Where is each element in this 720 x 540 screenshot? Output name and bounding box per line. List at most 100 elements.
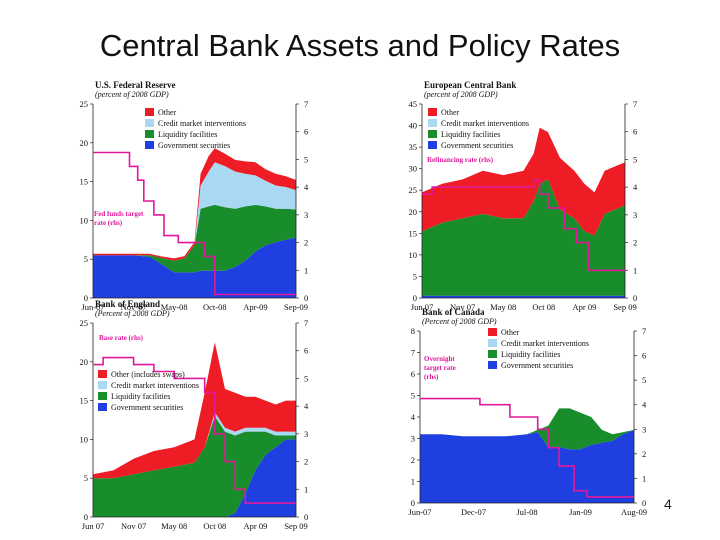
legend-label: Other (includes swaps) [111, 370, 185, 379]
rate-label: Fed funds target [94, 210, 144, 218]
legend-swatch-government [488, 361, 497, 369]
x-tick-label: Jan-09 [569, 507, 592, 517]
legend-swatch-liquidity [98, 392, 107, 400]
left-tick-label: 25 [80, 318, 89, 328]
area-liquidity [93, 204, 296, 273]
x-tick-label: Dec-07 [461, 507, 486, 517]
area-government [420, 429, 634, 503]
legend-label: Government securities [158, 141, 230, 150]
left-tick-label: 0 [413, 293, 417, 303]
right-tick-label: 1 [304, 265, 308, 275]
x-tick-label: Sep 09 [613, 302, 636, 312]
left-tick-label: 7 [411, 348, 415, 358]
legend-swatch-government [428, 141, 437, 149]
left-tick-label: 30 [409, 164, 418, 174]
area-government [93, 237, 296, 298]
left-tick-label: 5 [411, 391, 415, 401]
right-tick-label: 4 [642, 400, 647, 410]
legend-label: Credit market interventions [111, 381, 199, 390]
left-tick-label: 20 [80, 357, 89, 367]
right-tick-label: 6 [633, 127, 637, 137]
right-tick-label: 4 [304, 401, 309, 411]
right-tick-label: 5 [642, 375, 646, 385]
left-tick-label: 6 [411, 369, 415, 379]
x-tick-label: Apr-09 [243, 302, 267, 312]
x-tick-label: Oct-08 [203, 302, 227, 312]
rate-label: (rhs) [424, 373, 439, 381]
x-tick-label: Oct 08 [532, 302, 555, 312]
policy-rate-line [93, 151, 296, 296]
legend-label: Liquidity facilities [111, 392, 170, 401]
left-tick-label: 10 [80, 434, 89, 444]
chart-title: Bank of Canada [422, 307, 485, 317]
right-tick-label: 0 [633, 293, 637, 303]
x-tick-label: May 08 [490, 302, 516, 312]
right-tick-label: 3 [642, 424, 646, 434]
right-tick-label: 5 [304, 373, 308, 383]
right-tick-label: 7 [642, 326, 646, 336]
fed-chart: U.S. Federal Reserve(percent of 2008 GDP… [80, 80, 310, 312]
legend-label: Government securities [441, 141, 513, 150]
right-tick-label: 6 [642, 351, 646, 361]
right-tick-label: 1 [633, 265, 637, 275]
left-tick-label: 35 [409, 142, 418, 152]
left-tick-label: 5 [413, 271, 417, 281]
right-tick-label: 3 [304, 210, 308, 220]
legend-swatch-other [428, 108, 437, 116]
legend-swatch-other [488, 328, 497, 336]
left-tick-label: 10 [409, 250, 418, 260]
chart-title: Bank of England [95, 299, 160, 309]
legend-swatch-government [145, 141, 154, 149]
left-tick-label: 15 [80, 396, 89, 406]
x-tick-label: Nov 07 [121, 521, 146, 531]
ecb-chart: European Central Bank(percent of 2008 GD… [409, 80, 639, 312]
right-tick-label: 7 [633, 99, 637, 109]
policy-rate-line [420, 397, 634, 498]
right-tick-label: 3 [304, 429, 308, 439]
x-tick-label: Apr 09 [572, 302, 596, 312]
area-credit [93, 162, 296, 261]
legend-swatch-liquidity [145, 130, 154, 138]
left-tick-label: 0 [84, 512, 88, 522]
x-tick-label: Oct 08 [203, 521, 226, 531]
left-tick-label: 1 [411, 477, 415, 487]
left-tick-label: 5 [84, 254, 88, 264]
left-tick-label: 3 [411, 434, 415, 444]
legend-swatch-credit [145, 119, 154, 127]
left-tick-label: 15 [80, 177, 89, 187]
page-number: 4 [664, 496, 672, 512]
x-tick-label: Jun 07 [411, 302, 433, 312]
left-tick-label: 0 [411, 498, 415, 508]
x-tick-label: Jul-08 [516, 507, 537, 517]
left-tick-label: 25 [409, 185, 418, 195]
legend-label: Government securities [111, 403, 183, 412]
right-tick-label: 2 [304, 457, 308, 467]
x-tick-label: Jun-07 [81, 302, 104, 312]
legend-label: Other [158, 108, 177, 117]
left-tick-label: 0 [84, 293, 88, 303]
right-tick-label: 5 [633, 154, 637, 164]
rate-label: rate (rhs) [94, 219, 123, 227]
right-tick-label: 6 [304, 127, 308, 137]
legend-label: Liquidity facilities [158, 130, 217, 139]
left-tick-label: 15 [409, 228, 418, 238]
x-tick-label: Apr 09 [243, 521, 267, 531]
legend-label: Government securities [501, 361, 573, 370]
rate-label: Refinancing rate (rhs) [427, 156, 494, 164]
legend-swatch-credit [428, 119, 437, 127]
right-tick-label: 7 [304, 318, 308, 328]
chart-subtitle: (percent of 2008 GDP) [424, 90, 498, 99]
legend-label: Other [501, 328, 520, 337]
chart-title: U.S. Federal Reserve [95, 80, 175, 90]
right-tick-label: 4 [633, 182, 638, 192]
area-credit [93, 412, 296, 479]
legend-swatch-other [98, 370, 107, 378]
right-tick-label: 5 [304, 154, 308, 164]
legend-label: Liquidity facilities [441, 130, 500, 139]
x-tick-label: Sep 09 [284, 521, 307, 531]
legend-swatch-other [145, 108, 154, 116]
right-tick-label: 2 [633, 238, 637, 248]
right-tick-label: 2 [304, 238, 308, 248]
left-tick-label: 25 [80, 99, 89, 109]
right-tick-label: 0 [304, 512, 308, 522]
